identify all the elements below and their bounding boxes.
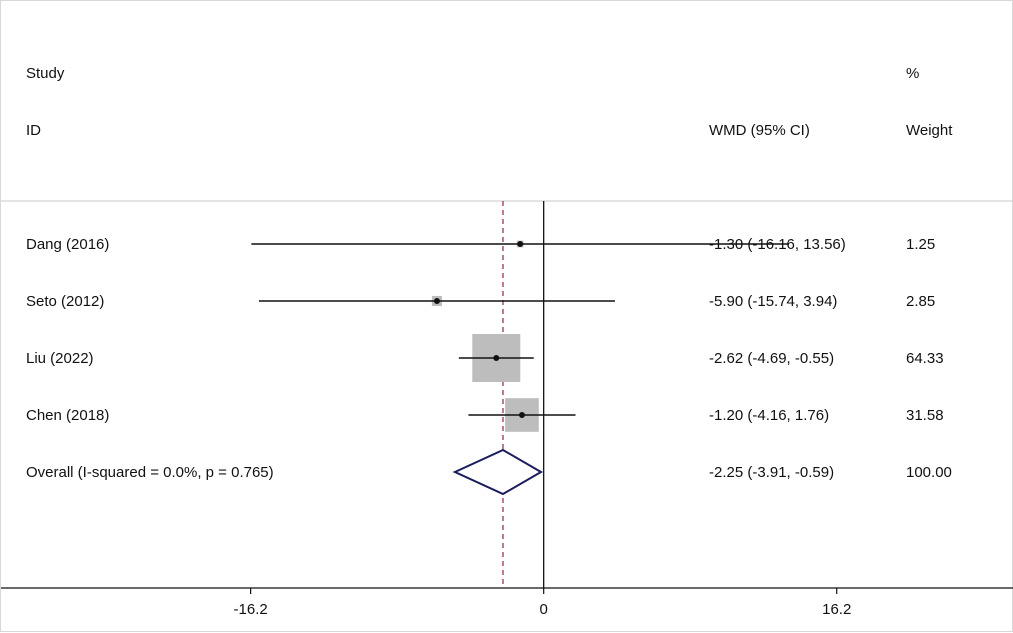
- header-percent: %: [906, 65, 919, 82]
- row-labels: Dang (2016) -1.30 (-16.16, 13.56) 1.25 Seto…: [26, 236, 952, 481]
- x-tick-label: 16.2: [822, 601, 851, 618]
- study-ci-text: -5.90 (-15.74, 3.94): [709, 293, 837, 310]
- study-ci-text: -2.62 (-4.69, -0.55): [709, 350, 834, 367]
- study-weight-text: 1.25: [906, 236, 935, 253]
- plot-marks: [251, 201, 789, 588]
- study-weight-text: 2.85: [906, 293, 935, 310]
- header-weight: Weight: [906, 122, 953, 139]
- overall-diamond: [452, 448, 544, 496]
- study-label: Chen (2018): [26, 407, 109, 424]
- x-tick-label: 0: [540, 601, 548, 618]
- study-label: Seto (2012): [26, 293, 104, 310]
- study-weight-text: 31.58: [906, 407, 944, 424]
- point-estimate: [517, 241, 524, 247]
- header-effect: WMD (95% CI): [709, 122, 810, 139]
- overall-ci-text: -2.25 (-3.91, -0.59): [709, 464, 834, 481]
- header-group: Study ID WMD (95% CI) % Weight: [1, 65, 1013, 202]
- study-ci-text: -1.30 (-16.16, 13.56): [709, 236, 846, 253]
- x-axis: -16.2 0 16.2: [1, 587, 1013, 618]
- study-label: Liu (2022): [26, 350, 94, 367]
- point-estimate: [518, 412, 525, 418]
- point-estimate: [493, 355, 500, 361]
- study-weight-text: 64.33: [906, 350, 944, 367]
- x-tick-label: -16.2: [234, 601, 268, 618]
- point-estimate: [433, 298, 440, 304]
- header-id: ID: [26, 122, 41, 139]
- overall-weight-text: 100.00: [906, 464, 952, 481]
- overall-label: Overall (I-squared = 0.0%, p = 0.765): [26, 464, 274, 481]
- study-label: Dang (2016): [26, 236, 109, 253]
- header-study: Study: [26, 65, 65, 82]
- study-ci-text: -1.20 (-4.16, 1.76): [709, 407, 829, 424]
